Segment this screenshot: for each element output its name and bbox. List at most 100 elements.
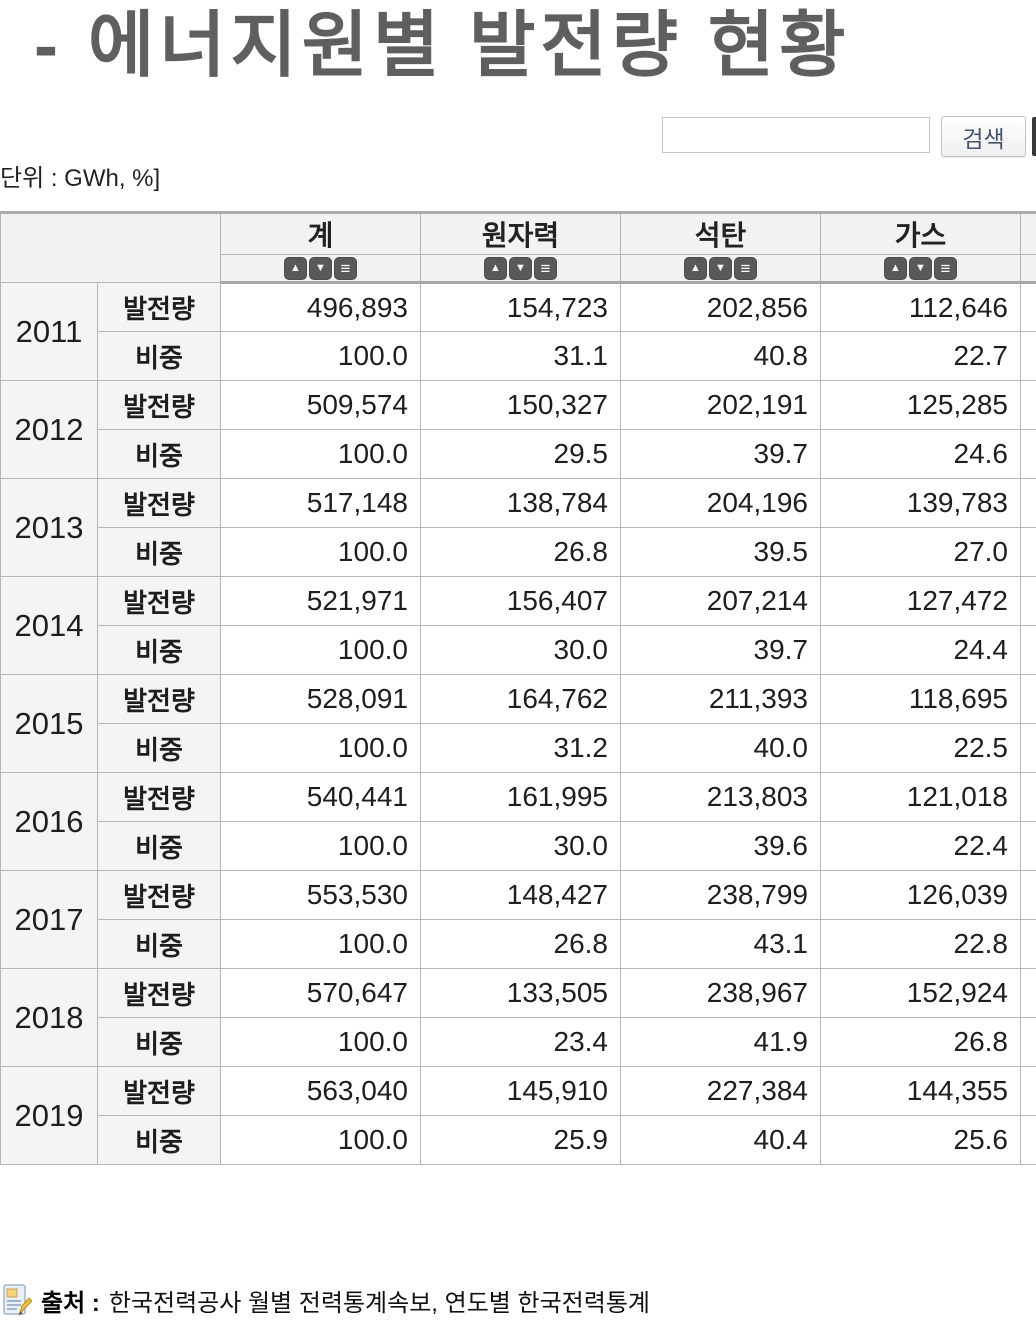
value-cell: 41.9 bbox=[620, 1017, 821, 1067]
sort-controls: ▲ ▼ ≡ bbox=[620, 254, 821, 284]
value-cell: 204,196 bbox=[620, 478, 821, 528]
search-input[interactable] bbox=[662, 117, 930, 153]
table-row: 비중 100.0 30.0 39.7 24.4 bbox=[1, 625, 1036, 675]
value-cell-partial bbox=[1020, 870, 1036, 920]
value-cell: 238,967 bbox=[620, 968, 821, 1018]
sort-ascending-icon[interactable]: ▲ bbox=[484, 256, 507, 280]
table-row: 비중 100.0 31.2 40.0 22.5 bbox=[1, 723, 1036, 773]
value-cell: 202,856 bbox=[620, 282, 821, 332]
value-cell: 24.4 bbox=[820, 625, 1021, 675]
value-cell: 207,214 bbox=[620, 576, 821, 626]
value-cell: 125,285 bbox=[820, 380, 1021, 430]
sort-ascending-icon[interactable]: ▲ bbox=[884, 256, 907, 280]
table-row: 2012 발전량 509,574 150,327 202,191 125,285 bbox=[0, 380, 1036, 479]
sort-descending-icon[interactable]: ▼ bbox=[709, 256, 732, 280]
sort-controls-partial bbox=[1020, 254, 1036, 284]
value-cell: 100.0 bbox=[220, 331, 421, 381]
sort-menu-icon[interactable]: ≡ bbox=[734, 256, 757, 280]
page-title: - 에너지원별 발전량 현황 bbox=[34, 6, 851, 86]
table-row: 2017 발전량 553,530 148,427 238,799 126,039 bbox=[0, 870, 1036, 969]
table-row: 2015 발전량 528,091 164,762 211,393 118,695 bbox=[0, 674, 1036, 773]
year-cell: 2016 bbox=[0, 772, 98, 871]
sort-ascending-icon[interactable]: ▲ bbox=[684, 256, 707, 280]
value-cell: 100.0 bbox=[220, 919, 421, 969]
sort-menu-icon[interactable]: ≡ bbox=[534, 256, 557, 280]
memo-pencil-icon bbox=[2, 1284, 32, 1317]
row-label-share: 비중 bbox=[97, 527, 221, 577]
row-label-generation: 발전량 bbox=[97, 282, 221, 332]
row-label-generation: 발전량 bbox=[97, 870, 221, 920]
value-cell: 570,647 bbox=[220, 968, 421, 1018]
sort-descending-icon[interactable]: ▼ bbox=[309, 256, 332, 280]
value-cell: 563,040 bbox=[220, 1066, 421, 1116]
value-cell: 27.0 bbox=[820, 527, 1021, 577]
value-cell: 100.0 bbox=[220, 625, 421, 675]
row-label-generation: 발전량 bbox=[97, 380, 221, 430]
table-row: 2014 발전량 521,971 156,407 207,214 127,472 bbox=[0, 576, 1036, 675]
value-cell: 22.8 bbox=[820, 919, 1021, 969]
sort-ascending-icon[interactable]: ▲ bbox=[284, 256, 307, 280]
search-button[interactable]: 검색 bbox=[941, 116, 1026, 157]
value-cell-partial bbox=[1020, 478, 1036, 528]
table-row: 비중 100.0 25.9 40.4 25.6 bbox=[1, 1115, 1036, 1165]
year-cell: 2019 bbox=[0, 1066, 98, 1165]
value-cell: 39.5 bbox=[620, 527, 821, 577]
row-label-generation: 발전량 bbox=[97, 576, 221, 626]
value-cell: 553,530 bbox=[220, 870, 421, 920]
value-cell-partial bbox=[1020, 772, 1036, 822]
value-cell: 30.0 bbox=[420, 625, 621, 675]
table-row: 2019 발전량 563,040 145,910 227,384 144,355 bbox=[0, 1066, 1036, 1165]
value-cell: 100.0 bbox=[220, 821, 421, 871]
corner-cell bbox=[0, 212, 221, 283]
value-cell-partial bbox=[1020, 1017, 1036, 1067]
column-header-partial bbox=[1020, 212, 1036, 255]
row-label-share: 비중 bbox=[97, 919, 221, 969]
value-cell: 23.4 bbox=[420, 1017, 621, 1067]
value-cell: 144,355 bbox=[820, 1066, 1021, 1116]
value-cell: 509,574 bbox=[220, 380, 421, 430]
table-row: 비중 100.0 26.8 39.5 27.0 bbox=[1, 527, 1036, 577]
unit-label: 단위 : GWh, %] bbox=[0, 165, 161, 192]
value-cell: 100.0 bbox=[220, 1017, 421, 1067]
value-cell: 202,191 bbox=[620, 380, 821, 430]
year-cell: 2012 bbox=[0, 380, 98, 479]
source-footer: 출처 : 한국전력공사 월별 전력통계속보, 연도별 한국전력통계 bbox=[2, 1283, 650, 1318]
year-cell: 2018 bbox=[0, 968, 98, 1067]
value-cell-partial bbox=[1020, 527, 1036, 577]
value-cell: 25.9 bbox=[420, 1115, 621, 1165]
value-cell: 100.0 bbox=[220, 723, 421, 773]
value-cell: 154,723 bbox=[420, 282, 621, 332]
value-cell: 22.4 bbox=[820, 821, 1021, 871]
row-label-share: 비중 bbox=[97, 1115, 221, 1165]
year-cell: 2017 bbox=[0, 870, 98, 969]
value-cell: 100.0 bbox=[220, 429, 421, 479]
sort-descending-icon[interactable]: ▼ bbox=[509, 256, 532, 280]
value-cell: 24.6 bbox=[820, 429, 1021, 479]
value-cell: 100.0 bbox=[220, 527, 421, 577]
value-cell: 213,803 bbox=[620, 772, 821, 822]
row-label-share: 비중 bbox=[97, 429, 221, 479]
sort-menu-icon[interactable]: ≡ bbox=[334, 256, 357, 280]
value-cell-partial bbox=[1020, 380, 1036, 430]
value-cell: 39.7 bbox=[620, 625, 821, 675]
sort-descending-icon[interactable]: ▼ bbox=[909, 256, 932, 280]
table-row: 2018 발전량 570,647 133,505 238,967 152,924 bbox=[0, 968, 1036, 1067]
value-cell-partial bbox=[1020, 576, 1036, 626]
value-cell: 121,018 bbox=[820, 772, 1021, 822]
row-label-share: 비중 bbox=[97, 331, 221, 381]
table-row: 2013 발전량 517,148 138,784 204,196 139,783 bbox=[0, 478, 1036, 577]
sort-controls: ▲ ▼ ≡ bbox=[220, 254, 421, 284]
value-cell: 126,039 bbox=[820, 870, 1021, 920]
sort-menu-icon[interactable]: ≡ bbox=[934, 256, 957, 280]
value-cell: 152,924 bbox=[820, 968, 1021, 1018]
value-cell: 164,762 bbox=[420, 674, 621, 724]
value-cell: 127,472 bbox=[820, 576, 1021, 626]
value-cell: 211,393 bbox=[620, 674, 821, 724]
edge-cutoff-button[interactable] bbox=[1032, 117, 1036, 156]
header-row: 계 원자력 석탄 가스 bbox=[0, 212, 1036, 283]
value-cell: 43.1 bbox=[620, 919, 821, 969]
value-cell-partial bbox=[1020, 821, 1036, 871]
sort-row: ▲ ▼ ≡ ▲ ▼ ≡ ▲ ▼ ≡ ▲ ▼ ≡ bbox=[1, 254, 1036, 284]
row-label-share: 비중 bbox=[97, 1017, 221, 1067]
value-cell: 148,427 bbox=[420, 870, 621, 920]
